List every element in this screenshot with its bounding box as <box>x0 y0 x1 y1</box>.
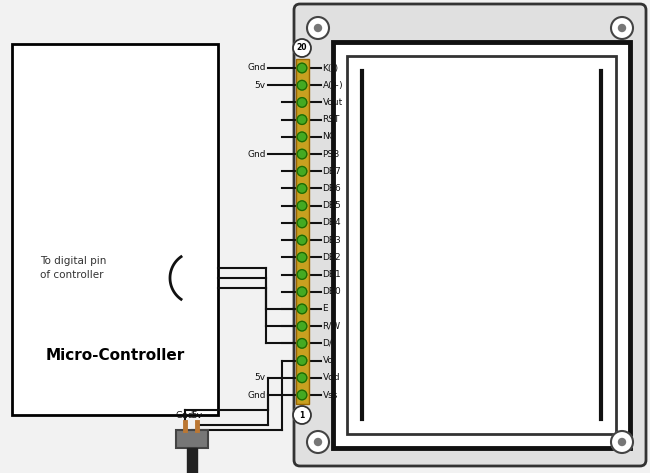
Circle shape <box>297 304 307 314</box>
Text: 20: 20 <box>297 44 307 53</box>
Circle shape <box>297 63 307 73</box>
Circle shape <box>297 356 307 365</box>
Bar <box>296 59 309 404</box>
Text: K(-): K(-) <box>322 63 339 72</box>
Text: D/I: D/I <box>322 339 335 348</box>
Circle shape <box>297 339 307 348</box>
Circle shape <box>297 390 307 400</box>
Circle shape <box>297 80 307 90</box>
Text: DB6: DB6 <box>322 184 341 193</box>
Text: Vdd: Vdd <box>322 373 340 382</box>
Text: Gnd: Gnd <box>247 63 265 72</box>
Text: RST: RST <box>322 115 340 124</box>
Circle shape <box>297 184 307 193</box>
Circle shape <box>297 373 307 383</box>
Circle shape <box>307 431 329 453</box>
Circle shape <box>297 97 307 107</box>
Circle shape <box>619 25 625 32</box>
Text: DB0: DB0 <box>322 287 341 296</box>
Text: NC: NC <box>322 132 335 141</box>
Circle shape <box>315 438 322 446</box>
Bar <box>187 448 197 473</box>
Circle shape <box>297 115 307 124</box>
Bar <box>176 430 208 448</box>
Text: 5v: 5v <box>254 373 265 382</box>
Circle shape <box>293 39 311 57</box>
Circle shape <box>297 321 307 331</box>
Bar <box>12 44 218 415</box>
Circle shape <box>315 25 322 32</box>
Text: 5v: 5v <box>254 81 265 90</box>
Bar <box>347 56 616 434</box>
Circle shape <box>297 235 307 245</box>
Circle shape <box>297 166 307 176</box>
Text: Micro-Controller: Micro-Controller <box>46 348 185 362</box>
Text: DB5: DB5 <box>322 201 341 210</box>
Text: 1: 1 <box>300 411 305 420</box>
Text: Gnd: Gnd <box>176 411 194 420</box>
Text: DB2: DB2 <box>322 253 341 262</box>
Text: Vo: Vo <box>322 356 333 365</box>
Text: DB3: DB3 <box>322 236 341 245</box>
Circle shape <box>611 431 633 453</box>
Circle shape <box>297 132 307 141</box>
Circle shape <box>297 287 307 297</box>
Circle shape <box>619 438 625 446</box>
FancyBboxPatch shape <box>294 4 646 466</box>
Bar <box>333 42 630 448</box>
Text: Gnd: Gnd <box>247 149 265 158</box>
Text: Vout: Vout <box>322 98 343 107</box>
Text: E: E <box>322 305 328 314</box>
Text: To digital pin
of controller: To digital pin of controller <box>40 256 107 280</box>
Text: DB7: DB7 <box>322 167 341 176</box>
Text: PSB: PSB <box>322 149 340 158</box>
Circle shape <box>297 201 307 210</box>
Circle shape <box>307 17 329 39</box>
Text: A(+): A(+) <box>322 81 343 90</box>
Circle shape <box>611 17 633 39</box>
Text: 5v: 5v <box>192 411 203 420</box>
Circle shape <box>293 406 311 424</box>
Circle shape <box>297 218 307 228</box>
Text: DB1: DB1 <box>322 270 341 279</box>
Circle shape <box>297 149 307 159</box>
Circle shape <box>297 253 307 262</box>
Circle shape <box>297 270 307 280</box>
Text: Gnd: Gnd <box>247 391 265 400</box>
Text: DB4: DB4 <box>322 219 341 228</box>
Text: Vss: Vss <box>322 391 338 400</box>
Text: R/W: R/W <box>322 322 341 331</box>
